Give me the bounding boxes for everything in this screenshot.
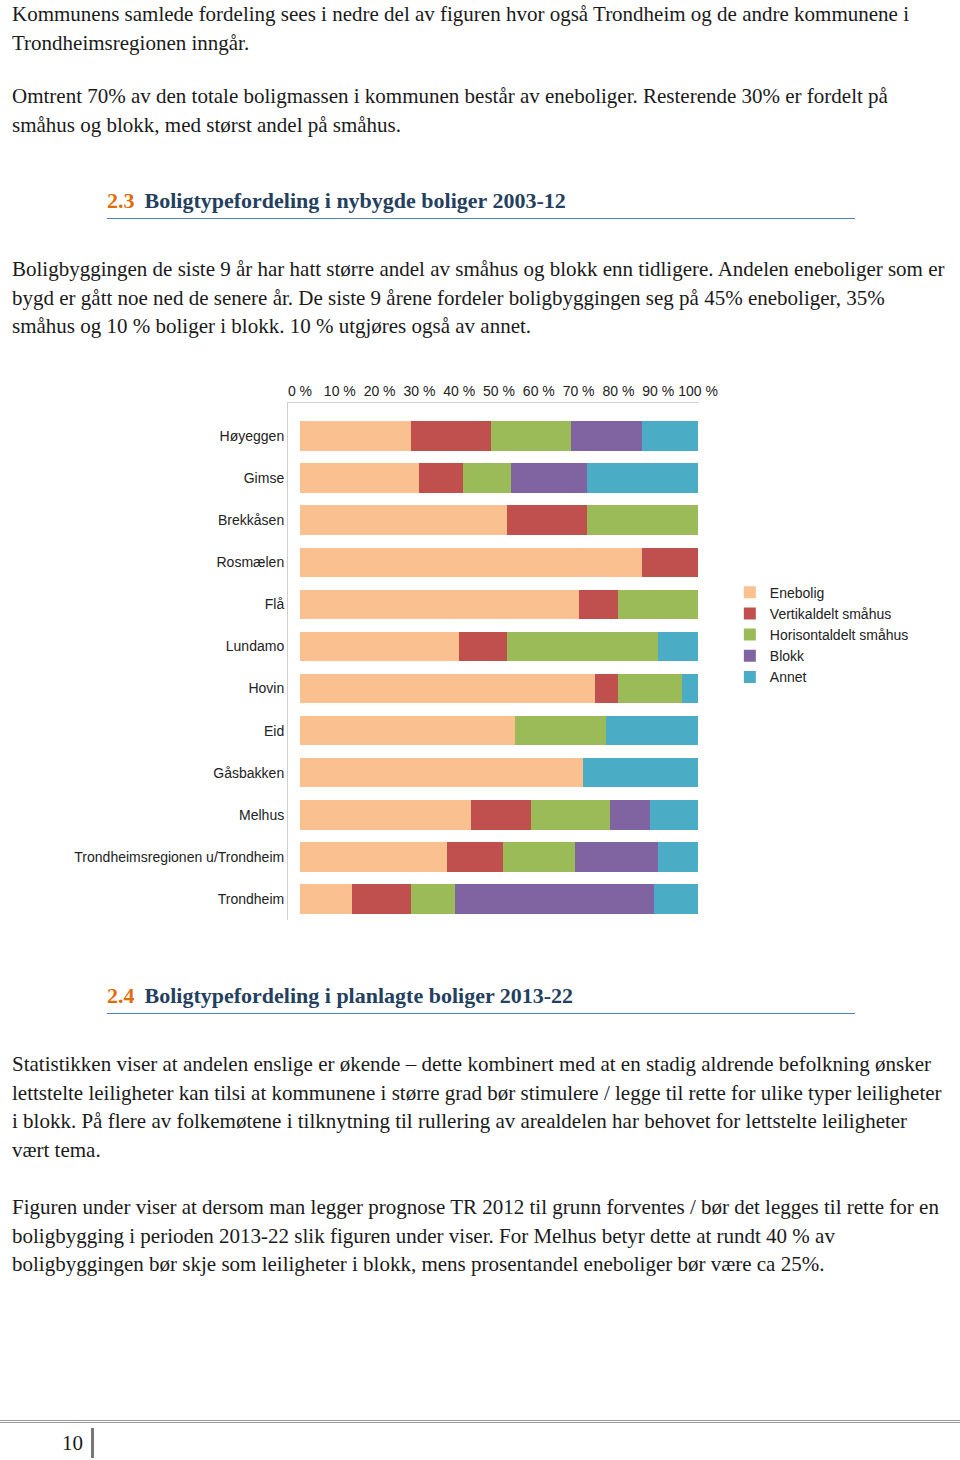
svg-text:Hovin: Hovin: [248, 680, 284, 696]
svg-text:Høyeggen: Høyeggen: [220, 428, 285, 444]
svg-text:70 %: 70 %: [563, 383, 595, 399]
svg-text:Horisontaldelt småhus: Horisontaldelt småhus: [770, 627, 909, 643]
svg-text:Gimse: Gimse: [244, 470, 285, 486]
svg-text:Melhus: Melhus: [239, 807, 284, 823]
svg-text:40 %: 40 %: [443, 383, 475, 399]
svg-text:Gåsbakken: Gåsbakken: [213, 765, 284, 781]
html-text:2.3: 2.3: [107, 188, 135, 213]
svg-text:Rosmælen: Rosmælen: [216, 554, 284, 570]
svg-text:Trondheimsregionen u/Trondheim: Trondheimsregionen u/Trondheim: [74, 849, 284, 865]
svg-text:100 %: 100 %: [678, 383, 718, 399]
svg-text:Trondheim: Trondheim: [218, 891, 284, 907]
svg-text:Lundamo: Lundamo: [226, 638, 285, 654]
svg-text:0 %: 0 %: [288, 383, 312, 399]
svg-text:Brekkåsen: Brekkåsen: [218, 512, 284, 528]
html-text:10: 10: [62, 1431, 83, 1455]
svg-text:60 %: 60 %: [523, 383, 555, 399]
svg-text:Annet: Annet: [770, 669, 807, 685]
svg-text:20 %: 20 %: [364, 383, 396, 399]
svg-text:Flå: Flå: [265, 596, 285, 612]
svg-text:90 %: 90 %: [642, 383, 674, 399]
html-text:Boligbyggingen de siste 9 år h: Boligbyggingen de siste 9 år har hatt st…: [12, 257, 945, 338]
html-text:Kommunens samlede fordeling se: Kommunens samlede fordeling sees i nedre…: [12, 2, 909, 55]
html-text:Statistikken viser at andelen: Statistikken viser at andelen enslige er…: [12, 1052, 942, 1162]
svg-text:Enebolig: Enebolig: [770, 585, 825, 601]
svg-text:80 %: 80 %: [602, 383, 634, 399]
html-text:Omtrent 70% av den totale boli: Omtrent 70% av den totale boligmassen i …: [12, 84, 888, 137]
html-text:2.4: 2.4: [107, 983, 135, 1008]
svg-text:Vertikaldelt småhus: Vertikaldelt småhus: [770, 606, 891, 622]
svg-text:Eid: Eid: [264, 723, 284, 739]
html-text:Figuren under viser at dersom: Figuren under viser at dersom man legger…: [12, 1195, 939, 1276]
html-text:Boligtypefordeling i nybygde b: Boligtypefordeling i nybygde boliger 200…: [144, 188, 566, 213]
svg-text:Blokk: Blokk: [770, 648, 805, 664]
svg-text:50 %: 50 %: [483, 383, 515, 399]
svg-text:30 %: 30 %: [403, 383, 435, 399]
html-text:Boligtypefordeling i planlagte: Boligtypefordeling i planlagte boliger 2…: [144, 983, 574, 1008]
svg-text:10 %: 10 %: [324, 383, 356, 399]
